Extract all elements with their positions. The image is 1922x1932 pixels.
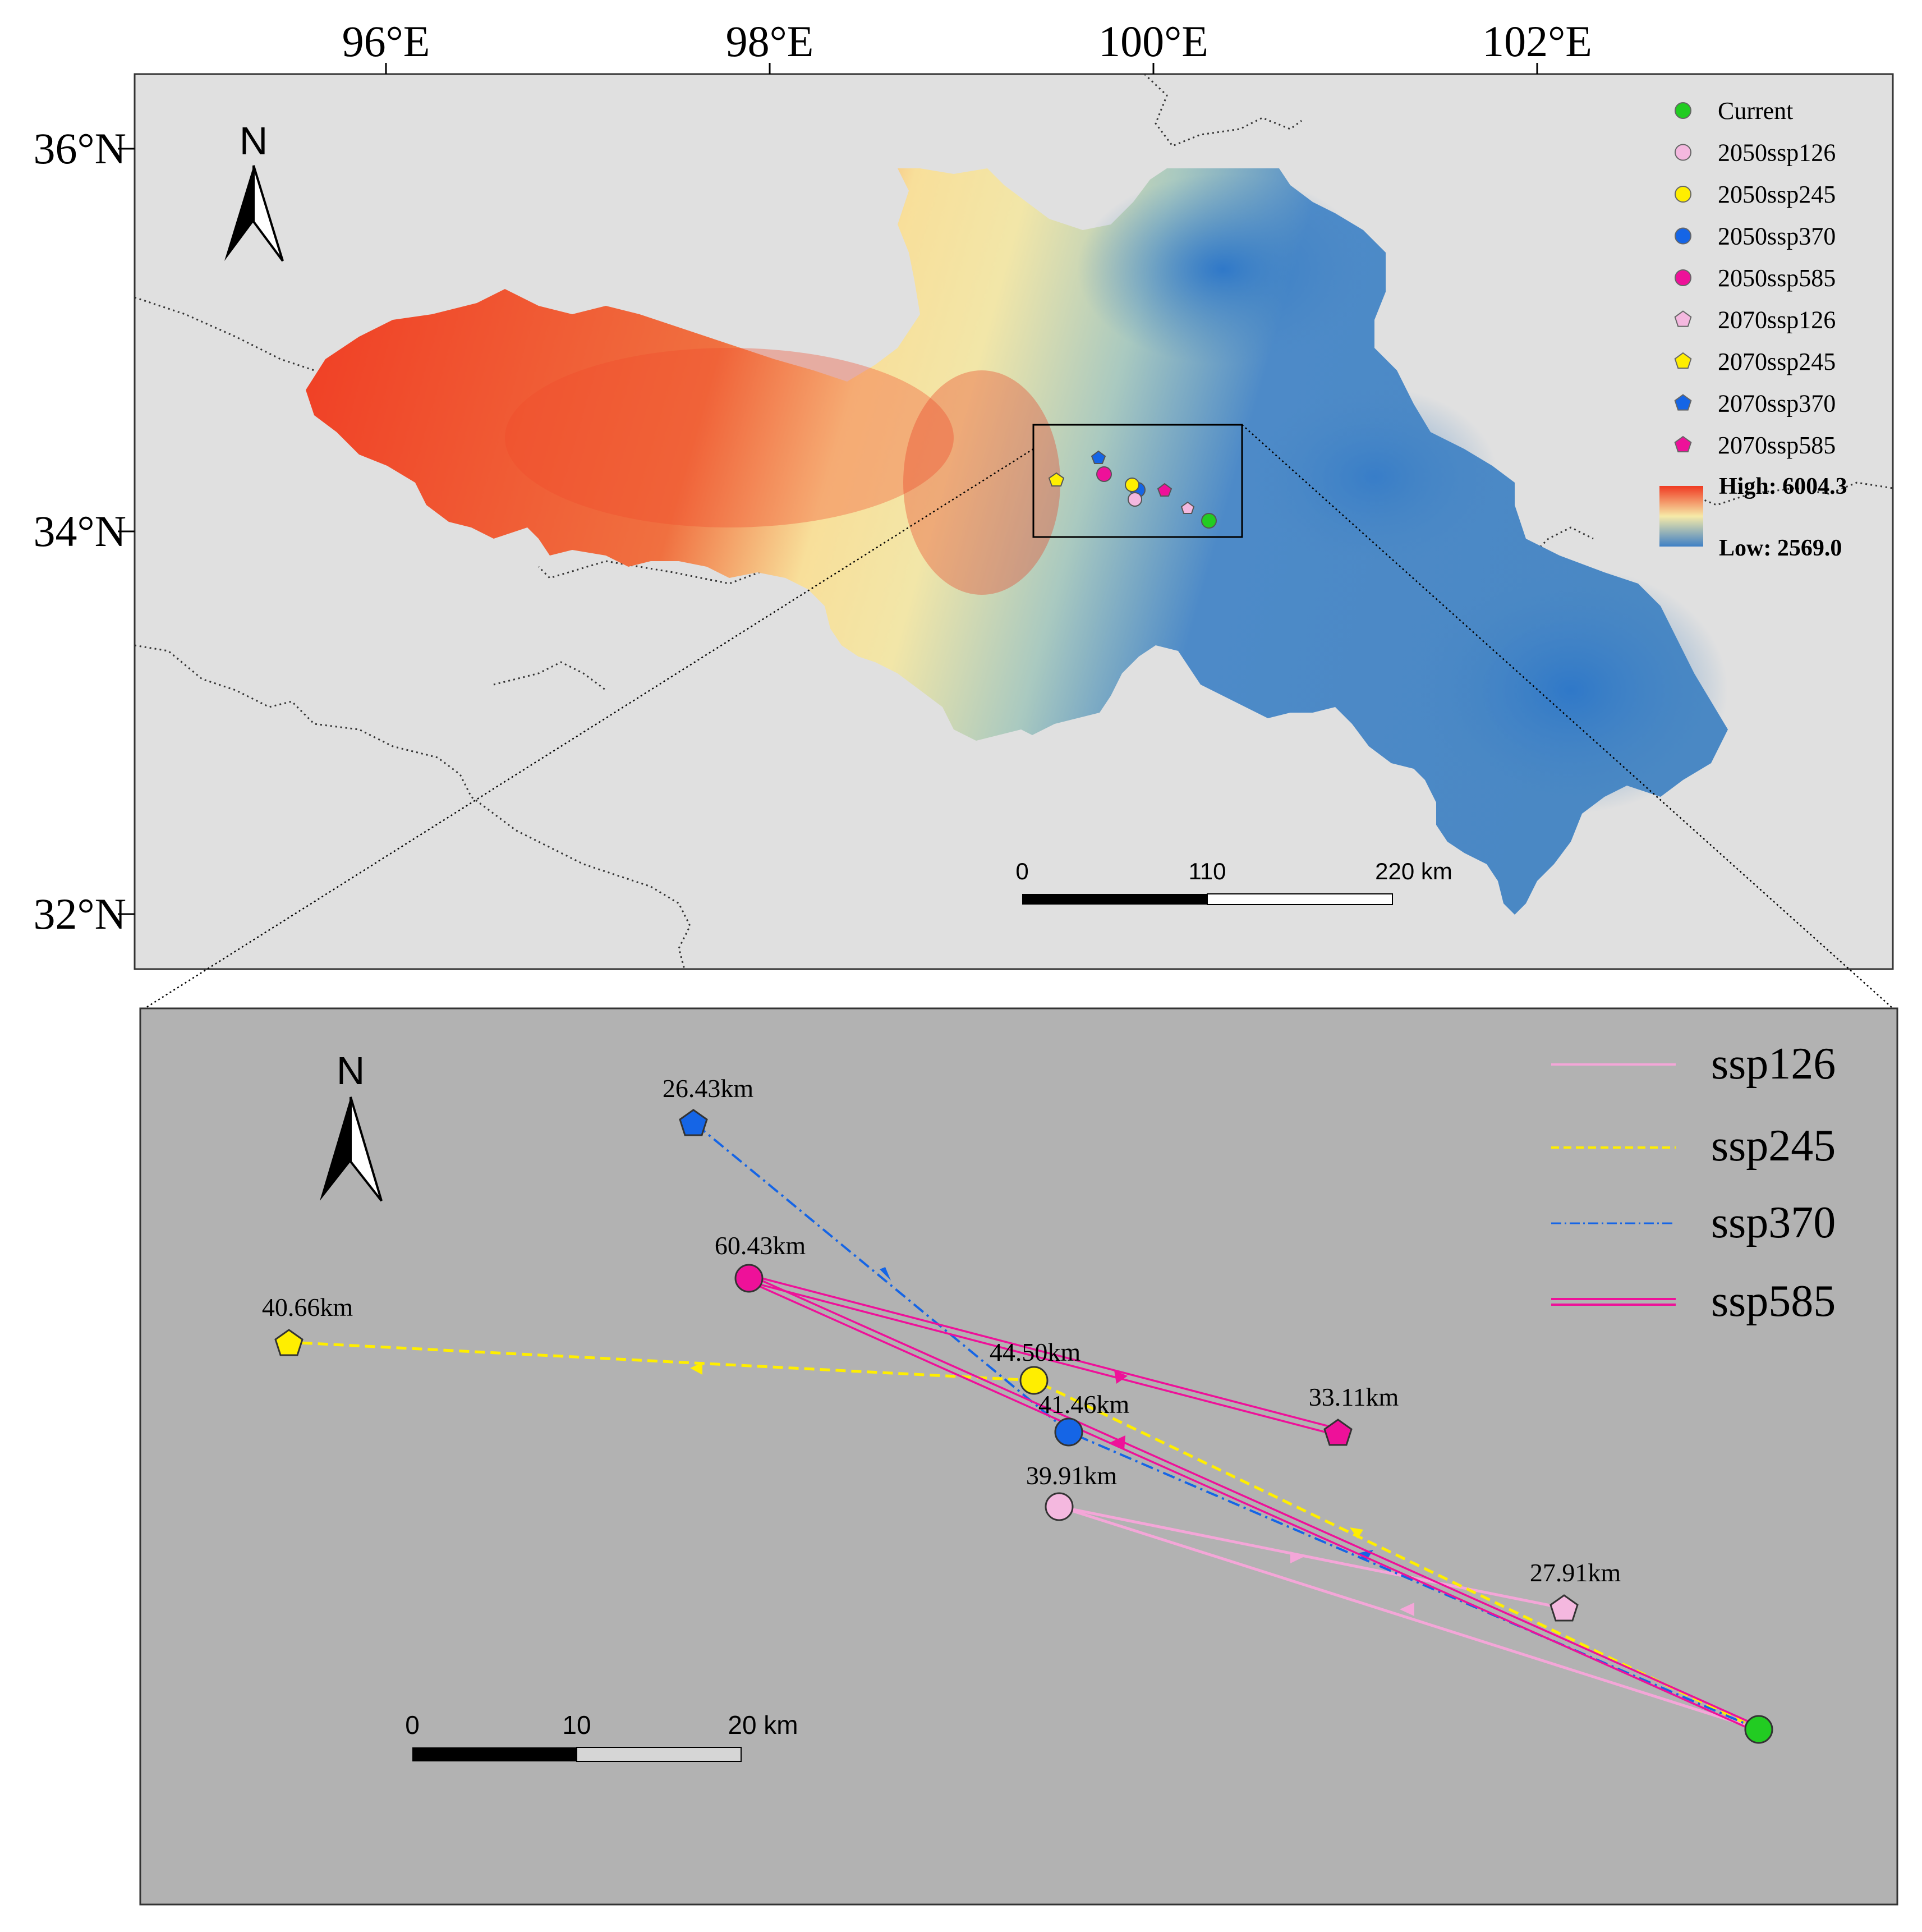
overview-point-2070ssp585: [1157, 483, 1172, 497]
low-elevation-area-north: [1077, 174, 1369, 365]
distance-2050ssp370: 41.46km: [1038, 1390, 1130, 1419]
zoom-connectors: [144, 424, 1893, 1009]
detail-point-2070ssp585: [1323, 1419, 1353, 1446]
north-label-bottom: N: [337, 1049, 365, 1093]
scale-bar-bottom-label-0: 0: [405, 1710, 420, 1740]
lon-tick-label-0: 96°E: [342, 17, 430, 66]
scale-bar-top-label-2: 220 km: [1375, 858, 1452, 884]
lat-tick-label-2: 32°N: [33, 889, 126, 938]
distance-2070ssp585: 33.11km: [1309, 1383, 1399, 1411]
legend-marker-2070ssp585: [1674, 435, 1692, 453]
scenario-legend: ssp126 ssp245 ssp370 ssp585: [1551, 1039, 1836, 1326]
legend-label-2070ssp585: 2070ssp585: [1718, 432, 1836, 459]
elevation-high-label: High: 6004.3: [1719, 474, 1847, 499]
distance-2070ssp370: 26.43km: [663, 1074, 754, 1103]
high-elevation-area-center: [903, 370, 1060, 595]
lon-tick-label-2: 100°E: [1098, 17, 1208, 66]
detail-point-2050ssp370: [1054, 1417, 1083, 1447]
overview-legend: Current 2050ssp126 2050ssp245 2050ssp370 205…: [1674, 97, 1836, 459]
high-elevation-area-west: [505, 348, 954, 527]
lat-tick-label-0: 36°N: [33, 124, 126, 173]
lon-tick-label-3: 102°E: [1482, 17, 1592, 66]
detail-centroids: [274, 1109, 1773, 1744]
elevation-low-label: Low: 2569.0: [1719, 535, 1842, 561]
detail-point-2070ssp126: [1549, 1594, 1579, 1622]
north-arrow-bottom: N: [320, 1049, 383, 1202]
detail-point-2050ssp245: [1019, 1366, 1049, 1395]
detail-point-2050ssp585: [734, 1264, 764, 1293]
legend-label-2070ssp126: 2070ssp126: [1718, 306, 1836, 334]
legend-marker-2070ssp370: [1674, 394, 1692, 411]
legend-label-2050ssp126: 2050ssp126: [1718, 139, 1836, 167]
low-elevation-area-central: [1251, 387, 1498, 567]
scale-bar-bottom-label-1: 10: [562, 1710, 591, 1740]
legend-marker-2050ssp370: [1675, 227, 1691, 245]
distance-2070ssp245: 40.66km: [262, 1293, 353, 1321]
overview-centroids: [1048, 450, 1217, 529]
latitude-ticks: 36°N 34°N 32°N: [33, 124, 135, 938]
distance-2070ssp126: 27.91km: [1530, 1558, 1621, 1587]
lat-tick-label-1: 34°N: [33, 507, 126, 556]
elevation-colorbar: [1659, 486, 1703, 547]
legend-label-ssp126: ssp126: [1711, 1039, 1836, 1089]
legend-marker-2070ssp245: [1674, 352, 1692, 369]
overview-point-2050ssp126: [1128, 492, 1142, 507]
distance-2050ssp245: 44.50km: [990, 1338, 1081, 1366]
overview-point-2070ssp370: [1091, 450, 1106, 464]
detail-map: 26.43km 60.43km 40.66km 44.50km 41.46km …: [139, 1007, 1898, 1906]
distance-2050ssp126: 39.91km: [1026, 1461, 1118, 1490]
detail-point-2070ssp370: [679, 1109, 708, 1136]
detail-point-2070ssp245: [274, 1329, 304, 1356]
legend-marker-2070ssp126: [1674, 310, 1692, 327]
overview-point-2070ssp126: [1180, 501, 1195, 514]
legend-marker-Current: [1675, 102, 1691, 119]
scale-bar-bottom: 0 10 20 km: [405, 1710, 798, 1762]
legend-label-ssp370: ssp370: [1711, 1198, 1836, 1247]
legend-label-2050ssp585: 2050ssp585: [1718, 264, 1836, 292]
legend-label-2050ssp245: 2050ssp245: [1718, 181, 1836, 208]
low-elevation-area-southeast: [1414, 567, 1728, 814]
north-arrow-top: N: [224, 119, 284, 262]
longitude-ticks: 96°E 98°E 100°E 102°E: [342, 17, 1592, 74]
overview-point-2050ssp245: [1125, 478, 1139, 492]
legend-label-2070ssp245: 2070ssp245: [1718, 348, 1836, 375]
legend-label-2070ssp370: 2070ssp370: [1718, 390, 1836, 417]
legend-marker-2050ssp585: [1675, 269, 1691, 286]
scale-bar-bottom-label-2: 20 km: [728, 1710, 798, 1740]
detail-point-2050ssp126: [1045, 1492, 1074, 1521]
overview-point-current: [1201, 513, 1217, 529]
overview-point-2070ssp245: [1048, 472, 1065, 487]
distance-2050ssp585: 60.43km: [715, 1231, 806, 1260]
scale-bar-top-label-0: 0: [1015, 858, 1028, 884]
detail-point-current: [1744, 1715, 1773, 1744]
legend-label-ssp585: ssp585: [1711, 1277, 1836, 1326]
legend-marker-2050ssp245: [1675, 186, 1691, 203]
legend-label-2050ssp370: 2050ssp370: [1718, 223, 1836, 250]
scale-bar-top: 0 110 220 km: [1015, 858, 1452, 905]
path-ssp126: [1059, 1505, 1759, 1731]
legend-label-ssp245: ssp245: [1711, 1121, 1836, 1171]
path-ssp585: [748, 1274, 1759, 1734]
detail-map-frame: [139, 1007, 1898, 1906]
north-label-top: N: [240, 119, 268, 163]
study-area-box: [1032, 424, 1243, 538]
overview-map: 96°E 98°E 100°E 102°E 36°N 34°N 32°N N Curren…: [33, 17, 1894, 1009]
lon-tick-label-1: 98°E: [726, 17, 814, 66]
overview-point-2050ssp585: [1096, 466, 1112, 482]
distance-labels: 26.43km 60.43km 40.66km 44.50km 41.46km …: [262, 1074, 1621, 1587]
watershed-elevation-region: [306, 168, 1728, 915]
legend-label-Current: Current: [1718, 97, 1793, 125]
elevation-legend: High: 6004.3 Low: 2569.0: [1659, 474, 1847, 561]
scale-bar-top-label-1: 110: [1189, 858, 1226, 884]
legend-marker-2050ssp126: [1675, 144, 1691, 161]
